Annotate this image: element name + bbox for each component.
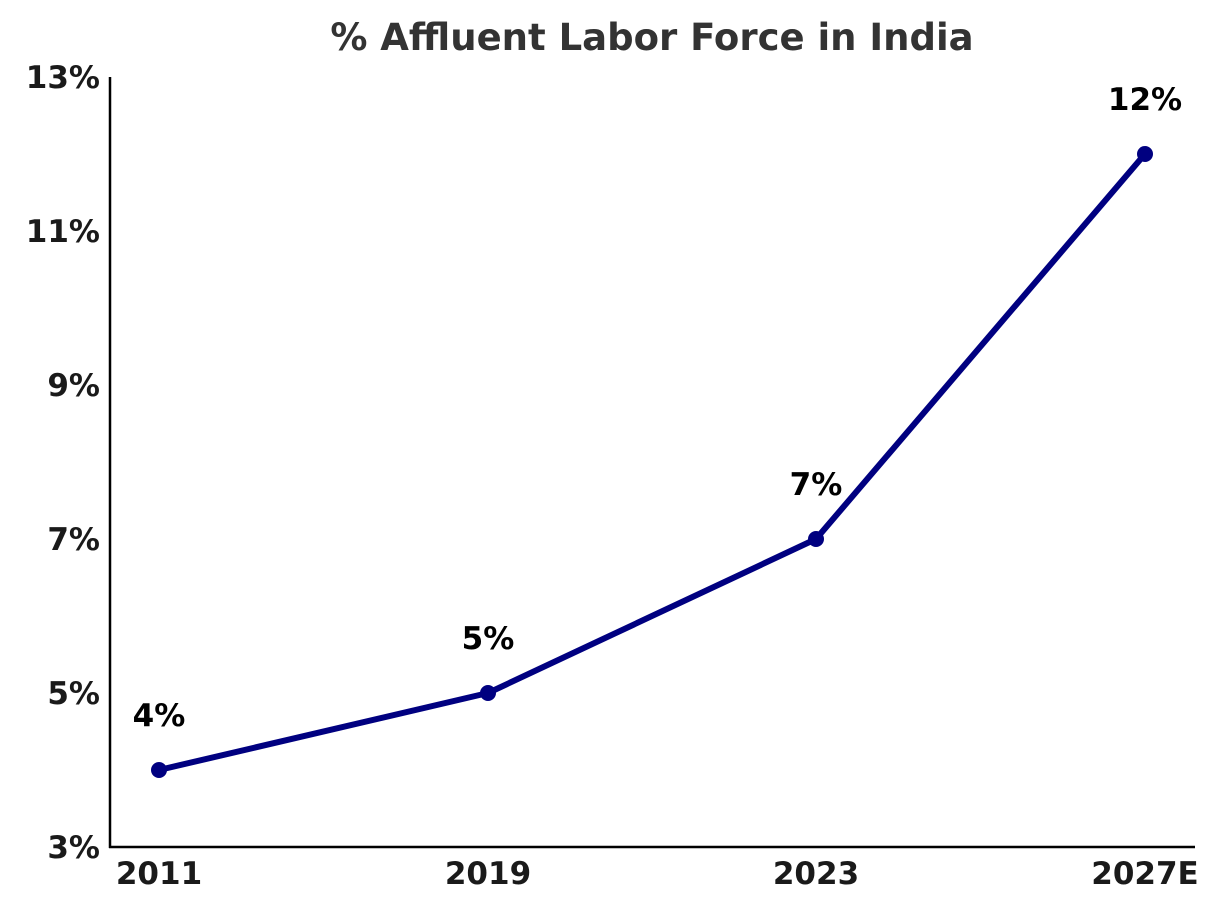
data-label: 7% xyxy=(790,467,843,503)
series-line xyxy=(156,151,1148,773)
y-tick-label: 11% xyxy=(26,214,100,250)
y-tick-labels: 3% 5% 7% 9% 11% 13% xyxy=(26,60,100,866)
y-tick-label: 13% xyxy=(26,60,100,96)
chart-title: % Affluent Labor Force in India xyxy=(330,16,973,59)
y-tick-label: 5% xyxy=(47,676,100,712)
series-group xyxy=(151,146,1153,778)
y-tick-label: 7% xyxy=(47,522,100,558)
x-tick-label: 2027E xyxy=(1091,856,1198,892)
data-point xyxy=(808,531,824,547)
data-point xyxy=(480,685,496,701)
x-tick-label: 2011 xyxy=(116,856,202,892)
data-point xyxy=(151,762,167,778)
data-label: 4% xyxy=(133,698,186,734)
data-point xyxy=(1137,146,1153,162)
axes xyxy=(108,77,1195,849)
y-tick-label: 3% xyxy=(47,830,100,866)
data-label: 12% xyxy=(1108,82,1182,118)
x-tick-label: 2023 xyxy=(773,856,859,892)
data-labels: 4% 5% 7% 12% xyxy=(133,82,1182,734)
data-label: 5% xyxy=(462,621,515,657)
x-tick-labels: 2011 2019 2023 2027E xyxy=(116,856,1199,892)
x-tick-label: 2019 xyxy=(445,856,531,892)
y-tick-label: 9% xyxy=(47,368,100,404)
